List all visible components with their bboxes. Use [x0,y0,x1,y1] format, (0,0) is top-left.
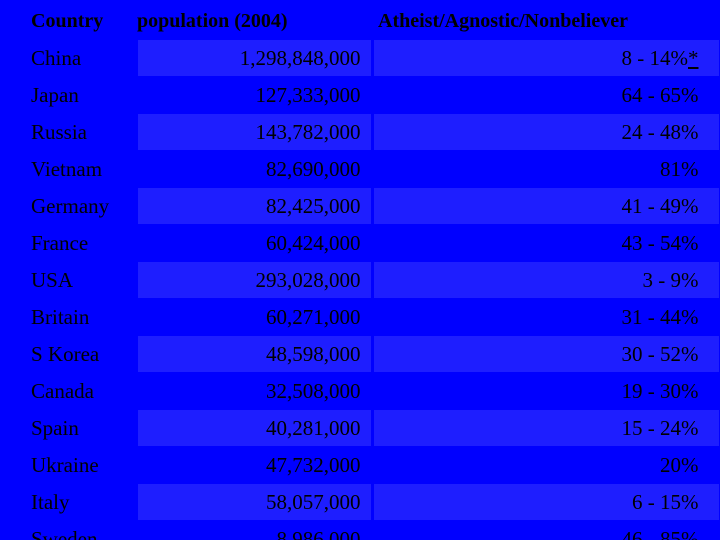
table-row: Japan 127,333,000 64 - 65% [22,76,720,114]
header-atheist: Atheist/Agnostic/Nonbeliever [378,9,628,32]
population-cell: 58,057,000 [136,483,374,521]
atheist-cell: 30 - 52% [371,335,720,373]
atheist-cell: 46 - 85% [371,520,720,540]
population-cell: 143,782,000 [136,113,374,151]
country-cell: Germany [31,194,110,218]
atheist-cell: 6 - 15% [371,483,720,521]
table-row: Canada 32,508,000 19 - 30% [22,372,720,410]
population-cell: 32,508,000 [136,372,374,410]
atheist-cell: 81% [371,150,720,188]
table-row: Spain 40,281,000 15 - 24% [22,409,720,447]
population-cell: 48,598,000 [136,335,374,373]
atheism-table: Country population (2004) Atheist/Agnost… [22,2,720,540]
atheist-cell: 19 - 30% [371,372,720,410]
country-cell: Ukraine [31,453,99,477]
atheist-cell: 43 - 54% [371,224,720,262]
population-cell: 1,298,848,000 [136,39,374,77]
table-row: S Korea 48,598,000 30 - 52% [22,335,720,373]
atheist-cell: 15 - 24% [371,409,720,447]
table-row: Sweden 8,986,000 46 - 85% [22,520,720,540]
country-cell: Canada [31,379,94,403]
header-population: population (2004) [137,9,288,32]
country-cell: USA [31,268,74,292]
population-cell: 82,425,000 [136,187,374,225]
population-cell: 127,333,000 [136,76,374,114]
atheist-cell: 64 - 65% [371,76,720,114]
table-row: Britain 60,271,000 31 - 44% [22,298,720,336]
country-cell: France [31,231,89,255]
population-cell: 60,424,000 [136,224,374,262]
table-row: Russia 143,782,000 24 - 48% [22,113,720,151]
country-cell: Vietnam [31,157,103,181]
country-cell: China [31,46,82,70]
header-country: Country [31,9,104,32]
country-cell: Spain [31,416,79,440]
table-row: Germany 82,425,000 41 - 49% [22,187,720,225]
footnote-link[interactable]: * [688,46,699,70]
country-cell: Sweden [31,527,98,540]
table-row: USA 293,028,000 3 - 9% [22,261,720,299]
population-cell: 82,690,000 [136,150,374,188]
population-cell: 47,732,000 [136,446,374,484]
country-cell: Italy [31,490,70,514]
country-cell: Britain [31,305,90,329]
table-row: France 60,424,000 43 - 54% [22,224,720,262]
table-row: Italy 58,057,000 6 - 15% [22,483,720,521]
country-cell: S Korea [31,342,100,366]
population-cell: 8,986,000 [136,520,374,540]
atheist-cell: 20% [371,446,720,484]
country-cell: Japan [31,83,79,107]
population-cell: 60,271,000 [136,298,374,336]
atheist-cell: 3 - 9% [371,261,720,299]
atheist-cell: 24 - 48% [371,113,720,151]
atheist-value: 8 - 14% [621,46,689,70]
atheist-cell: 8 - 14%* [371,39,720,77]
population-cell: 293,028,000 [136,261,374,299]
atheist-cell: 41 - 49% [371,187,720,225]
population-cell: 40,281,000 [136,409,374,447]
country-cell: Russia [31,120,88,144]
atheist-cell: 31 - 44% [371,298,720,336]
header-row: Country population (2004) Atheist/Agnost… [22,2,720,40]
table-row: Ukraine 47,732,000 20% [22,446,720,484]
table-row: Vietnam 82,690,000 81% [22,150,720,188]
table-row: China 1,298,848,000 8 - 14%* [22,39,720,77]
